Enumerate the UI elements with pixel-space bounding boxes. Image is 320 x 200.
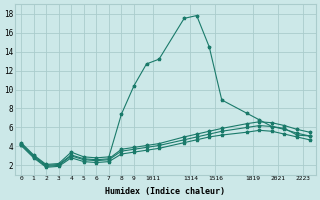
X-axis label: Humidex (Indice chaleur): Humidex (Indice chaleur): [105, 187, 225, 196]
